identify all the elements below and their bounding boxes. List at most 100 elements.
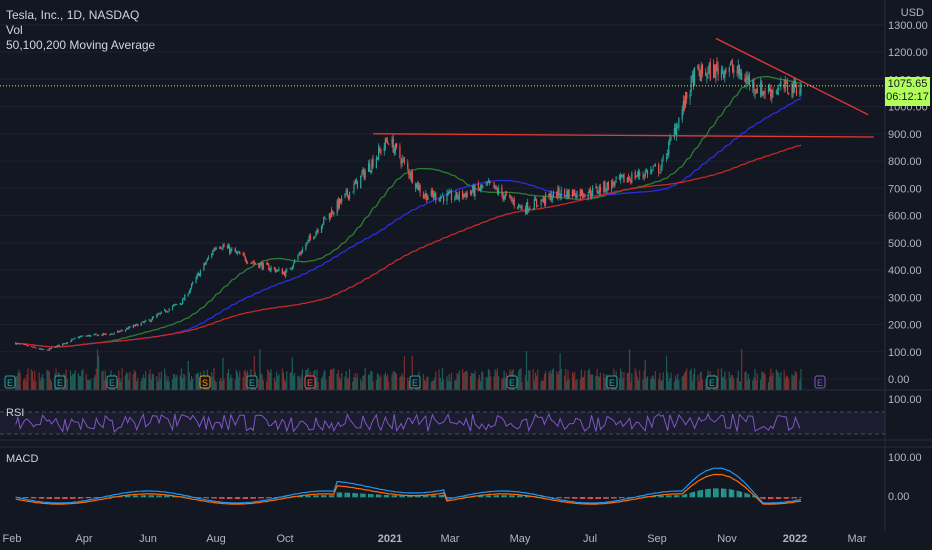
volume-bar xyxy=(336,373,338,390)
macd-histogram-bar xyxy=(689,492,691,498)
time-axis[interactable]: Feb Apr Jun Aug Oct 2021 Mar May Jul Sep Nov 2022 Ma… xyxy=(3,533,867,545)
rsi-label[interactable]: RSI xyxy=(6,407,25,419)
macd-histogram-bar xyxy=(369,493,371,498)
candle-body xyxy=(635,176,637,178)
earnings-marker[interactable]: E xyxy=(106,375,118,389)
macd-histogram-bar xyxy=(724,488,726,498)
volume-bar xyxy=(369,374,371,390)
candle-body xyxy=(458,191,460,200)
volume-bar xyxy=(705,379,707,390)
volume-bar xyxy=(330,369,333,390)
candle-body xyxy=(720,69,723,78)
macd-histogram-bar xyxy=(206,497,208,499)
macd-histogram-bar xyxy=(140,495,142,498)
candle-body xyxy=(690,76,692,93)
macd-histogram-bar xyxy=(410,495,412,498)
macd-histogram-bar xyxy=(764,497,766,500)
volume-bar xyxy=(78,376,81,390)
earnings-marker[interactable]: E xyxy=(246,375,258,389)
volume-bar xyxy=(94,374,96,390)
candle-body xyxy=(800,83,802,92)
macd-histogram-bar xyxy=(105,496,107,498)
macd-histogram-bar xyxy=(38,497,40,499)
macd-histogram-bar xyxy=(691,492,693,498)
macd-histogram-bar xyxy=(729,489,731,498)
macd-histogram-bar xyxy=(220,497,222,499)
candle-body xyxy=(54,346,56,348)
earnings-marker[interactable]: E xyxy=(54,375,66,389)
volume-bar xyxy=(730,374,733,390)
volume-bar xyxy=(560,368,562,390)
volume-bar xyxy=(762,372,764,390)
volume-bar xyxy=(482,372,484,390)
symbol-title[interactable]: Tesla, Inc., 1D, NASDAQ xyxy=(6,8,140,22)
macd-histogram-bar xyxy=(165,495,167,498)
macd-histogram-bar xyxy=(234,497,236,500)
candle-body xyxy=(792,84,794,93)
candle-body xyxy=(709,61,711,80)
macd-histogram-bar xyxy=(329,495,331,498)
volume-bar xyxy=(38,372,40,390)
macd-histogram-bar xyxy=(736,490,738,498)
earnings-marker[interactable]: E xyxy=(706,375,718,389)
candle-body xyxy=(659,172,661,174)
macd-histogram-bar xyxy=(449,497,451,498)
macd-histogram-bar xyxy=(86,497,88,499)
earnings-marker[interactable]: E xyxy=(506,375,518,389)
volume-bar xyxy=(502,377,504,390)
earnings-marker[interactable]: E xyxy=(409,375,421,389)
candle-body xyxy=(291,266,293,269)
macd-histogram-bar xyxy=(747,493,749,498)
volume-label[interactable]: Vol xyxy=(6,23,23,37)
volume-bar xyxy=(692,373,695,390)
volume-bar xyxy=(354,372,356,390)
volume-bar xyxy=(435,371,437,390)
candle-body xyxy=(258,263,260,268)
candle-body xyxy=(536,199,538,205)
macd-histogram-bar xyxy=(361,493,363,498)
volume-bar xyxy=(364,368,366,390)
candle-body xyxy=(728,67,730,72)
macd-histogram-bar xyxy=(779,497,781,499)
macd-histogram-bar xyxy=(89,497,91,499)
earnings-marker[interactable]: S xyxy=(199,375,211,389)
macd-histogram-bar xyxy=(442,494,443,498)
macd-histogram-bar xyxy=(331,495,333,498)
macd-histogram-bar xyxy=(775,497,777,500)
candle-body xyxy=(738,64,740,76)
macd-histogram-bar xyxy=(772,497,774,500)
candle-body xyxy=(634,172,636,179)
volume-bar xyxy=(192,378,194,390)
macd-histogram-bar xyxy=(221,497,223,499)
macd-histogram-bar xyxy=(725,488,727,498)
volume-bar xyxy=(556,371,558,390)
volume-bar xyxy=(794,371,796,390)
candle-body xyxy=(18,343,20,345)
rsi-axis-label: 100.00 xyxy=(888,394,922,406)
candle-body xyxy=(552,191,555,197)
volume-bar xyxy=(124,375,127,390)
earnings-marker[interactable]: E xyxy=(4,375,16,389)
earnings-marker[interactable]: E xyxy=(304,375,316,389)
macd-histogram-bar xyxy=(266,497,268,499)
earnings-marker[interactable]: E xyxy=(606,375,618,389)
macd-histogram-bar xyxy=(595,497,597,500)
macd-label[interactable]: MACD xyxy=(6,453,39,465)
moving-average-label[interactable]: 50,100,200 Moving Average xyxy=(6,38,156,52)
macd-histogram-bar xyxy=(110,496,112,498)
volume-bar xyxy=(795,372,798,390)
volume-bar xyxy=(519,368,521,390)
candle-body xyxy=(242,254,244,255)
macd-histogram-bar xyxy=(187,496,189,498)
candle-body xyxy=(745,77,747,84)
volume-bar xyxy=(728,371,730,390)
volume-bar xyxy=(132,373,134,390)
candle-body xyxy=(733,69,735,73)
earnings-marker[interactable]: E xyxy=(814,375,826,389)
volume-bar xyxy=(353,377,355,390)
volume-bar xyxy=(678,380,680,390)
volume-bar xyxy=(486,377,488,390)
volume-bar xyxy=(385,376,388,390)
